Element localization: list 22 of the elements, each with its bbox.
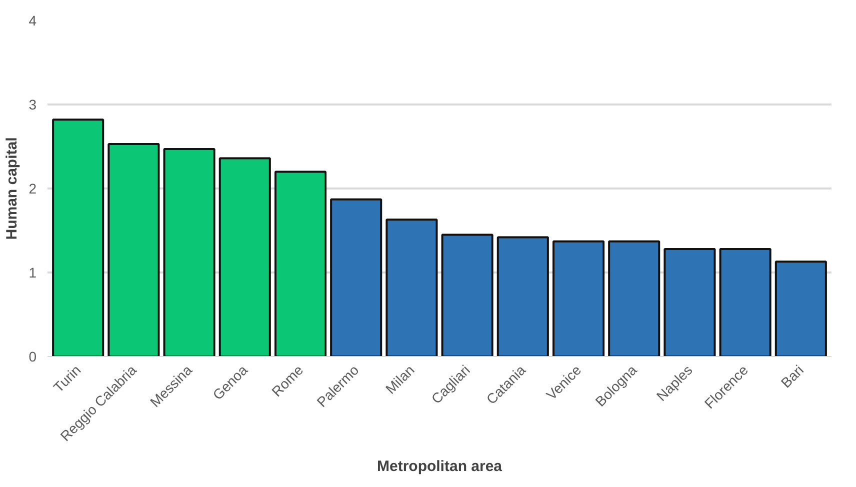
- bar: [441, 234, 494, 356]
- y-tick-label: 0: [28, 348, 37, 364]
- y-tick-label: 2: [28, 180, 37, 196]
- x-tick-label: Bari: [778, 362, 807, 391]
- y-axis-title: Human capital: [4, 137, 21, 240]
- bar: [608, 240, 660, 356]
- bar: [719, 248, 772, 356]
- bar: [552, 240, 605, 356]
- y-tick-label: 3: [28, 96, 37, 112]
- y-tick-label: 1: [28, 264, 37, 280]
- bar: [664, 248, 716, 356]
- bar: [774, 260, 827, 356]
- bar: [274, 170, 327, 356]
- bar: [330, 198, 382, 356]
- x-axis-title: Metropolitan area: [376, 458, 503, 475]
- bar: [496, 236, 549, 356]
- bar: [386, 218, 438, 356]
- bar: [218, 157, 271, 356]
- bar: [108, 142, 160, 356]
- bar: [163, 148, 216, 356]
- y-tick-label: 4: [28, 12, 37, 28]
- bar: [52, 118, 104, 356]
